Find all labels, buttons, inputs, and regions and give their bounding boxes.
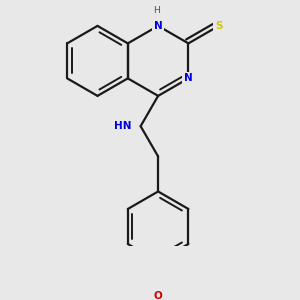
Text: O: O: [154, 292, 163, 300]
Text: N: N: [184, 74, 193, 83]
Text: H: H: [153, 6, 160, 15]
Text: N: N: [154, 21, 163, 31]
Text: S: S: [215, 21, 223, 31]
Text: HN: HN: [114, 121, 132, 131]
